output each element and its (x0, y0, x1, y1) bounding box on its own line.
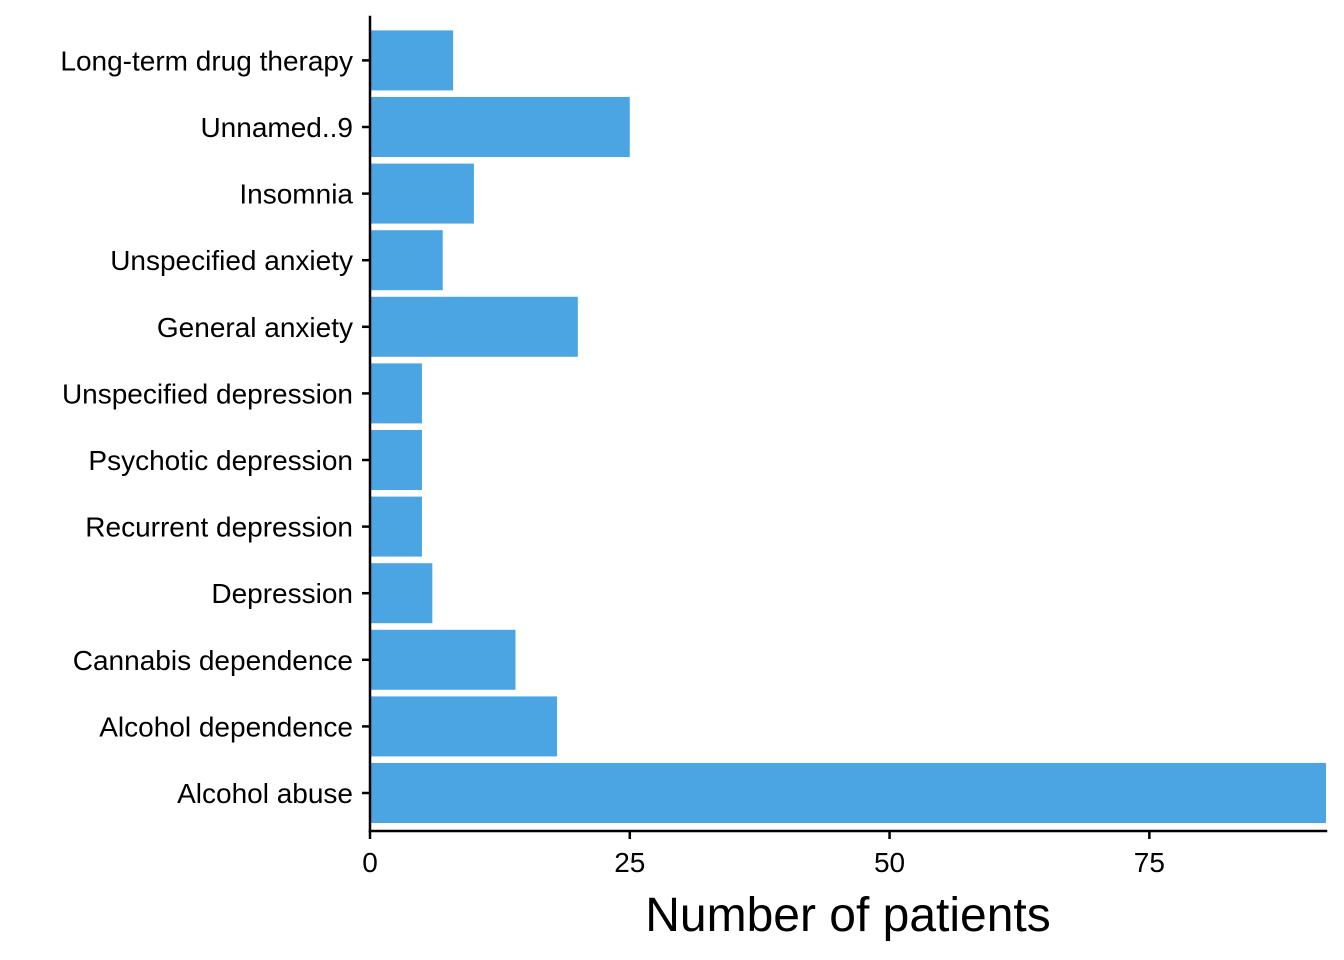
bar-psychotic-depression (370, 430, 422, 490)
x-axis-ticks: 0 25 50 75 (362, 831, 1165, 878)
y-tick-label: Insomnia (239, 179, 353, 210)
bar-depression (370, 563, 433, 624)
x-tick-label: 0 (362, 847, 378, 878)
y-axis-ticks: Alcohol abuse Alcohol dependence Cannabis … (60, 45, 370, 809)
y-tick-label: Alcohol dependence (99, 711, 353, 742)
y-tick-label: Cannabis dependence (73, 645, 353, 676)
bar-unspecified-depression (370, 363, 422, 424)
bar-unnamed-9 (370, 97, 630, 157)
y-tick-label: Unspecified depression (62, 378, 353, 409)
x-tick-label: 50 (874, 847, 905, 878)
bar-unspecified-anxiety (370, 230, 443, 291)
y-tick-label: Psychotic depression (88, 445, 353, 476)
y-tick-label: Recurrent depression (85, 512, 353, 543)
y-tick-label: Long-term drug therapy (60, 45, 353, 76)
y-tick-label: Depression (211, 578, 353, 609)
bar-long-term-drug-therapy (370, 30, 454, 91)
bars-group (370, 30, 1326, 823)
x-tick-label: 75 (1134, 847, 1165, 878)
x-axis-title: Number of patients (645, 889, 1051, 942)
y-tick-label: General anxiety (157, 312, 353, 343)
bar-cannabis-dependence (370, 629, 516, 690)
bar-alcohol-dependence (370, 696, 558, 757)
bar-insomnia (370, 163, 474, 224)
bar-alcohol-abuse (370, 763, 1326, 823)
bar-recurrent-depression (370, 496, 422, 557)
y-tick-label: Unnamed..9 (200, 112, 353, 143)
bar-general-anxiety (370, 296, 578, 357)
y-tick-label: Unspecified anxiety (110, 245, 353, 276)
y-tick-label: Alcohol abuse (177, 778, 353, 809)
x-tick-label: 25 (614, 847, 645, 878)
